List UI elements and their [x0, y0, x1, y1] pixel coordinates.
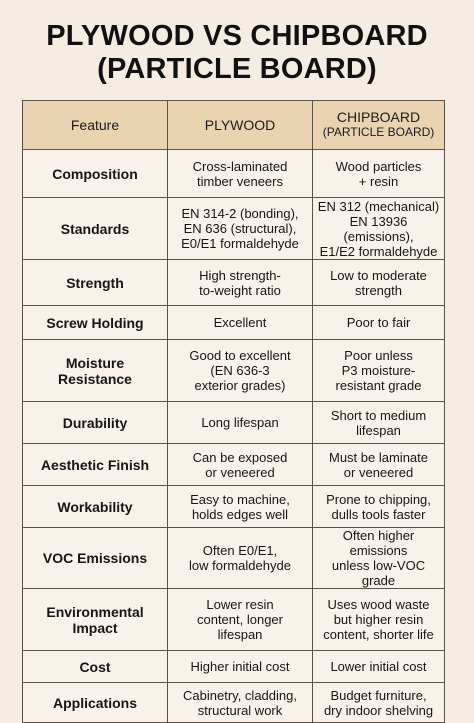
feature-cell-text: VOC Emissions — [42, 550, 148, 566]
feature-cell-text: Workability — [57, 498, 133, 515]
plywood-cell: Lower resin content, longer lifespan — [167, 588, 313, 651]
header-chipboard-sublabel: (PARTICLE BOARD) — [322, 125, 435, 139]
plywood-cell-text: Often E0/E1, low formaldehyde — [189, 543, 291, 573]
feature-cell-text: Aesthetic Finish — [40, 456, 150, 473]
plywood-cell-text: EN 314-2 (bonding), EN 636 (structural),… — [181, 206, 299, 251]
feature-cell-text: Applications — [52, 694, 137, 711]
chipboard-cell: Budget furniture, dry indoor shelving — [312, 682, 445, 723]
plywood-cell: Excellent — [167, 305, 313, 340]
feature-cell-text: Composition — [52, 165, 138, 182]
feature-cell: Composition — [22, 149, 168, 198]
plywood-cell: Higher initial cost — [167, 650, 313, 683]
header-plywood: PLYWOOD — [167, 100, 313, 150]
table-row: Screw Holding Excellent Poor to fair — [22, 305, 445, 340]
plywood-cell: Cabinetry, cladding, structural work — [167, 682, 313, 723]
table-row: Moisture Resistance Good to excellent (EN… — [22, 339, 445, 402]
plywood-cell: High strength- to-weight ratio — [167, 259, 313, 306]
plywood-cell-text: Excellent — [213, 315, 267, 330]
chipboard-cell: Lower initial cost — [312, 650, 445, 683]
chipboard-cell: Short to medium lifespan — [312, 401, 445, 444]
header-chipboard-label: CHIPBOARD — [336, 109, 421, 125]
plywood-cell: Good to excellent (EN 636-3 exterior gra… — [167, 339, 313, 402]
feature-cell: Workability — [22, 485, 168, 528]
chipboard-cell-text: Short to medium lifespan — [330, 407, 427, 438]
feature-cell: Applications — [22, 682, 168, 723]
plywood-cell-text: Good to excellent (EN 636-3 exterior gra… — [189, 348, 291, 393]
plywood-cell: Long lifespan — [167, 401, 313, 444]
table-row: Aesthetic Finish Can be exposed or veneer… — [22, 443, 445, 486]
feature-cell: Moisture Resistance — [22, 339, 168, 402]
chipboard-cell-text: Poor unless P3 moisture- resistant grade — [335, 348, 422, 393]
feature-cell-text: Environmental Impact — [46, 603, 144, 636]
chipboard-cell: Poor to fair — [312, 305, 445, 340]
table-row: Applications Cabinetry, cladding, structu… — [22, 682, 445, 723]
header-feature: Feature — [22, 100, 168, 150]
plywood-cell-text: Can be exposed or veneered — [192, 449, 288, 480]
feature-cell: Durability — [22, 401, 168, 444]
chipboard-cell: Prone to chipping, dulls tools faster — [312, 485, 445, 528]
comparison-table: Feature PLYWOOD CHIPBOARD (PARTICLE BOAR… — [22, 100, 445, 723]
feature-cell-text: Moisture Resistance — [58, 354, 132, 387]
title-line-2: (PARTICLE BOARD) — [97, 53, 377, 85]
chipboard-cell-text: Prone to chipping, dulls tools faster — [326, 491, 431, 522]
plywood-cell: Can be exposed or veneered — [167, 443, 313, 486]
feature-cell: Strength — [22, 259, 168, 306]
chipboard-cell-text: Poor to fair — [346, 315, 411, 330]
table-body: Composition Cross-laminated timber veneer… — [22, 149, 445, 723]
chipboard-cell-text: Low to moderate strength — [330, 267, 427, 298]
chipboard-cell-text: Must be laminate or veneered — [329, 449, 428, 480]
table-row: Environmental Impact Lower resin content,… — [22, 588, 445, 651]
chipboard-cell: Uses wood waste but higher resin content… — [312, 588, 445, 651]
table-row: Standards EN 314-2 (bonding), EN 636 (str… — [22, 197, 445, 260]
plywood-cell: Easy to machine, holds edges well — [167, 485, 313, 528]
chipboard-cell-text: EN 312 (mechanical) EN 13936 (emissions)… — [317, 198, 440, 259]
chipboard-cell: Poor unless P3 moisture- resistant grade — [312, 339, 445, 402]
plywood-cell: Cross-laminated timber veneers — [167, 149, 313, 198]
feature-cell: Cost — [22, 650, 168, 683]
plywood-cell-text: High strength- to-weight ratio — [199, 267, 281, 298]
chipboard-cell-text: Often higher emissions unless low-VOC gr… — [331, 528, 426, 588]
feature-cell: Screw Holding — [22, 305, 168, 340]
plywood-cell-text: Cabinetry, cladding, structural work — [183, 687, 297, 718]
table-row: Durability Long lifespan Short to medium l… — [22, 401, 445, 444]
feature-cell: Aesthetic Finish — [22, 443, 168, 486]
header-chipboard: CHIPBOARD (PARTICLE BOARD) — [312, 100, 445, 150]
page-title: PLYWOOD VS CHIPBOARD (PARTICLE BOARD) — [0, 20, 474, 86]
chipboard-cell-text: Uses wood waste but higher resin content… — [323, 597, 434, 642]
plywood-cell-text: Long lifespan — [201, 415, 279, 430]
chipboard-cell: Often higher emissions unless low-VOC gr… — [312, 527, 445, 589]
table-row: Composition Cross-laminated timber veneer… — [22, 149, 445, 198]
table-row: VOC Emissions Often E0/E1, low formaldehy… — [22, 527, 445, 589]
plywood-cell-text: Higher initial cost — [190, 659, 290, 674]
feature-cell-text: Durability — [62, 414, 128, 431]
feature-cell: VOC Emissions — [22, 527, 168, 589]
table-row: Cost Higher initial cost Lower initial cos… — [22, 650, 445, 683]
plywood-cell: EN 314-2 (bonding), EN 636 (structural),… — [167, 197, 313, 260]
plywood-cell-text: Easy to machine, holds edges well — [190, 491, 290, 522]
feature-cell-text: Strength — [66, 274, 124, 291]
feature-cell: Standards — [22, 197, 168, 260]
chipboard-cell: EN 312 (mechanical) EN 13936 (emissions)… — [312, 197, 445, 260]
chipboard-cell: Must be laminate or veneered — [312, 443, 445, 486]
table-row: Strength High strength- to-weight ratio Lo… — [22, 259, 445, 306]
plywood-cell-text: Lower resin content, longer lifespan — [196, 597, 283, 642]
header-row: Feature PLYWOOD CHIPBOARD (PARTICLE BOAR… — [22, 100, 445, 150]
feature-cell-text: Cost — [79, 658, 111, 675]
chipboard-cell-text: Wood particles + resin — [335, 158, 422, 189]
plywood-cell: Often E0/E1, low formaldehyde — [167, 527, 313, 589]
feature-cell-text: Screw Holding — [46, 314, 144, 331]
chipboard-cell-text: Budget furniture, dry indoor shelving — [323, 687, 434, 718]
title-line-1: PLYWOOD VS CHIPBOARD — [46, 20, 428, 52]
chipboard-cell: Low to moderate strength — [312, 259, 445, 306]
table-row: Workability Easy to machine, holds edges … — [22, 485, 445, 528]
chipboard-cell-text: Lower initial cost — [330, 659, 427, 674]
chipboard-cell: Wood particles + resin — [312, 149, 445, 198]
plywood-cell-text: Cross-laminated timber veneers — [192, 158, 288, 189]
feature-cell: Environmental Impact — [22, 588, 168, 651]
feature-cell-text: Standards — [60, 220, 130, 237]
